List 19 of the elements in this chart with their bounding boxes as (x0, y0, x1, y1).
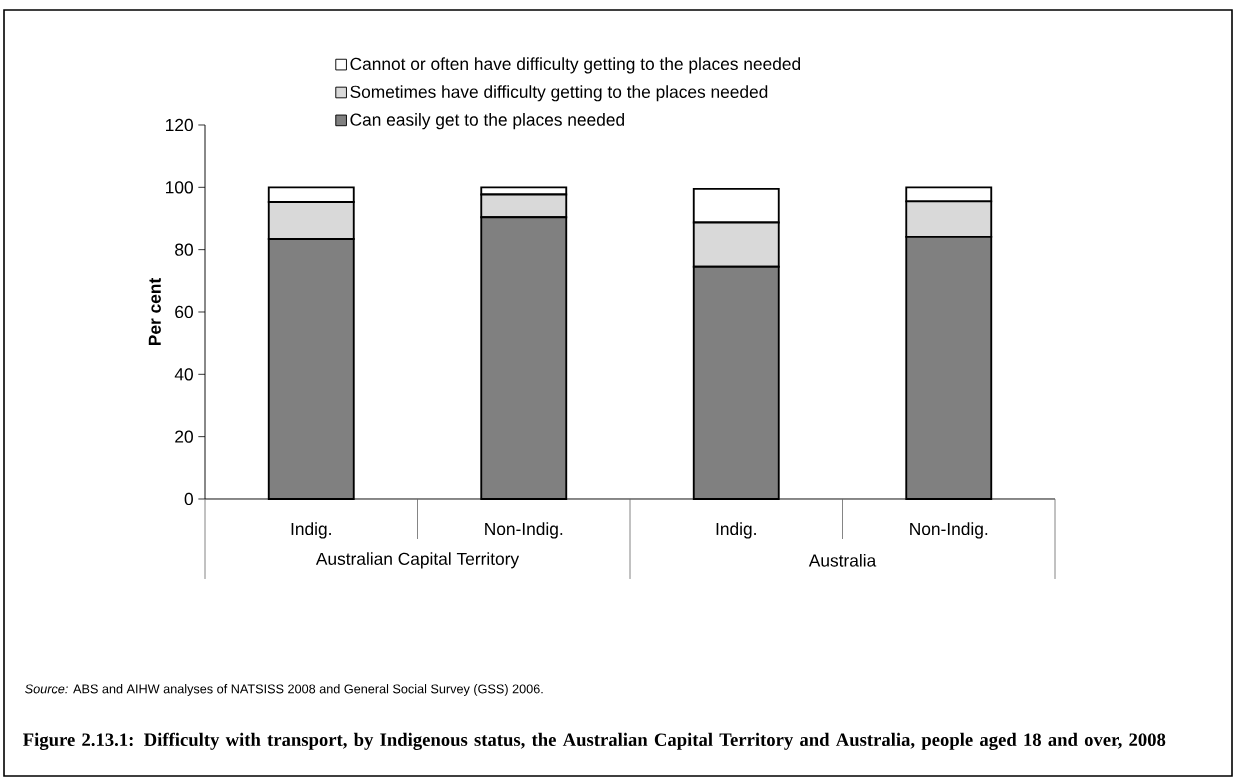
text: Figure 2.13.1: Difficulty with transport, by Indigenous status, the Australian Capital Territory and Australia, people aged 18 and over, 2008 (23, 732, 1166, 750)
legend-label: Can easily get to the places needed (350, 113, 625, 130)
legend-label: Cannot or often have difficulty getting to the places needed (350, 57, 801, 74)
text: Australia (808, 553, 877, 567)
y-tick-label: 20 (175, 430, 193, 443)
y-tick-label: 0 (184, 492, 193, 506)
text: Australian Capital Territory (315, 552, 520, 569)
y-tick-label: 120 (166, 118, 193, 132)
x-tick-label: Non-Indig. (485, 522, 563, 539)
y-tick-label: 80 (175, 243, 193, 256)
x-tick-label: Indig. (716, 522, 756, 539)
x-tick-label: Non-Indig. (910, 522, 988, 539)
legend-label: Sometimes have difficulty getting to the places needed (350, 85, 768, 102)
x-tick-label: Indig. (291, 522, 331, 539)
text: Source: ABS and AIHW analyses of NATSISS 2008 and General Social Survey (GSS) 2006. (25, 684, 543, 696)
y-tick-label: 60 (175, 305, 193, 319)
y-tick-label: 100 (166, 181, 193, 194)
y-tick-label: 40 (174, 368, 193, 381)
y-axis-title: Per cent (148, 278, 161, 346)
